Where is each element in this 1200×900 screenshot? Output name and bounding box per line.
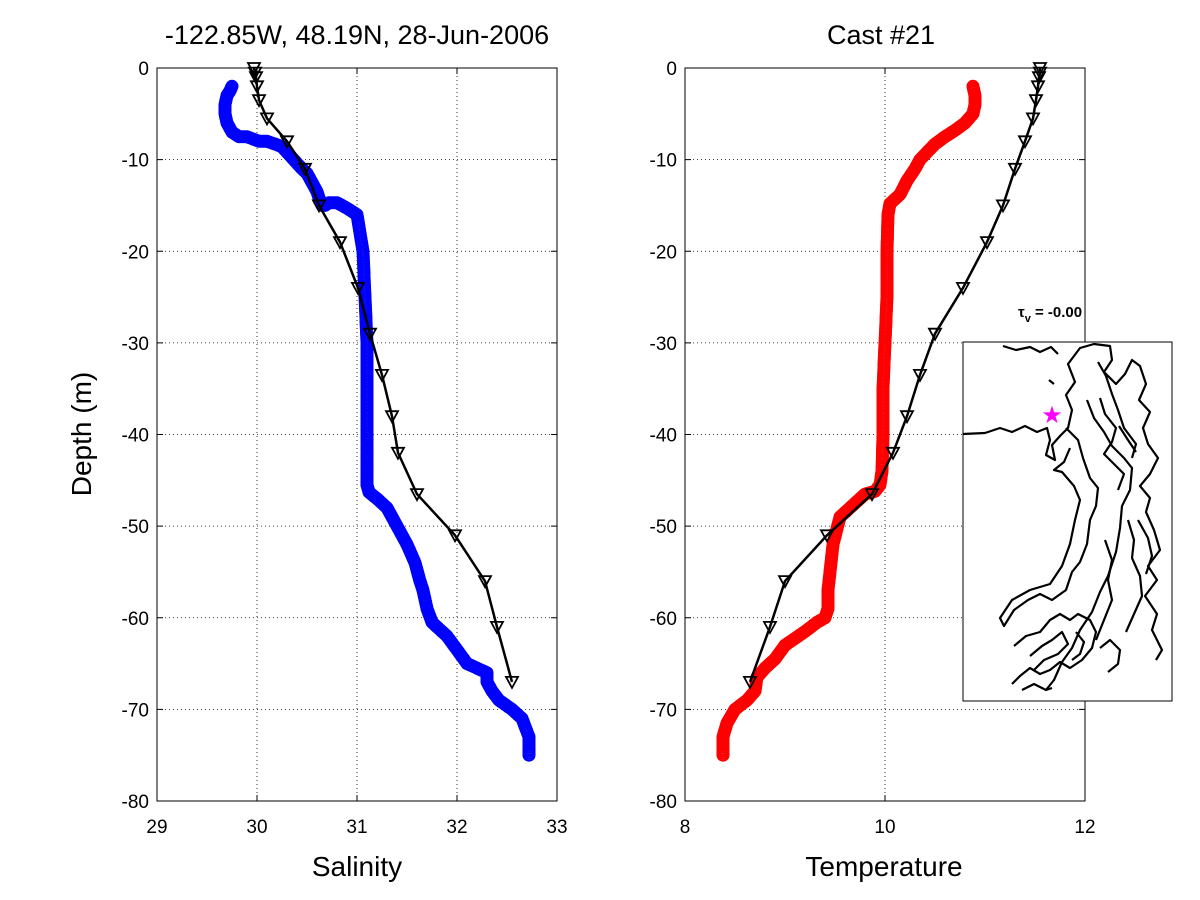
data-point-triangle (251, 94, 267, 108)
temperature-panel-title: Cast #21 (827, 20, 935, 50)
data-point-triangle (384, 410, 400, 425)
data-point-triangle (1030, 80, 1046, 95)
y-tick-label: -30 (650, 334, 677, 355)
salinity-series (218, 62, 536, 762)
y-tick-label: -70 (650, 700, 677, 721)
x-tick-label: 10 (874, 817, 895, 838)
data-point-triangle (248, 71, 264, 86)
data-point-triangle (447, 529, 463, 544)
data-point-triangle (259, 112, 275, 127)
inset-tau-label: τv = -0.00 (1018, 304, 1082, 325)
x-tick-label: 32 (446, 817, 467, 838)
data-point-triangle (477, 575, 493, 589)
temperature-series (716, 62, 1048, 762)
data-point-triangle (1007, 162, 1023, 177)
x-tick-label: 31 (346, 817, 367, 838)
salinity-panel-title: -122.85W, 48.19N, 28-Jun-2006 (165, 20, 549, 50)
data-point-triangle (362, 327, 378, 342)
y-tick-label: 0 (138, 59, 149, 80)
data-point-triangle (927, 327, 943, 342)
data-point-triangle (297, 162, 313, 177)
series-line (748, 68, 1042, 683)
x-tick-label: 30 (246, 817, 267, 838)
x-tick-label: 8 (680, 817, 691, 838)
series-line (252, 67, 514, 683)
data-point-triangle (374, 368, 390, 383)
data-point-triangle (249, 80, 265, 95)
data-point-triangle (762, 621, 778, 635)
salinity-axes-frame (156, 67, 558, 802)
data-point-triangle (777, 575, 793, 589)
data-point-circle (522, 748, 536, 762)
data-point-triangle (819, 529, 835, 544)
y-tick-label: -10 (122, 151, 149, 172)
y-tick-label: -50 (122, 517, 149, 538)
salinity-xlabel: Salinity (312, 851, 402, 882)
depth-ylabel: Depth (m) (66, 372, 97, 496)
y-tick-label: -60 (650, 609, 677, 630)
data-point-triangle (912, 368, 928, 383)
y-tick-label: -40 (122, 426, 149, 447)
data-point-triangle (1028, 94, 1044, 108)
data-point-triangle (1031, 71, 1047, 86)
data-point-circle (716, 748, 730, 762)
temperature-xlabel: Temperature (805, 851, 962, 882)
y-tick-label: -80 (650, 792, 677, 813)
data-point-triangle (489, 621, 505, 635)
data-point-triangle (899, 410, 915, 425)
data-point-triangle (979, 236, 995, 250)
data-point-triangle (742, 676, 758, 690)
coastline (962, 342, 1164, 692)
y-tick-label: -80 (122, 792, 149, 813)
y-tick-label: -10 (650, 151, 677, 172)
y-tick-label: -20 (650, 242, 677, 263)
data-point-triangle (332, 236, 348, 250)
salinity-panel: -122.85W, 48.19N, 28-Jun-2006 29 30 31 32 33… (66, 20, 568, 882)
y-tick-label: -60 (122, 609, 149, 630)
y-tick-label: -50 (650, 517, 677, 538)
x-tick-label: 12 (1074, 817, 1095, 838)
y-tick-label: 0 (666, 59, 677, 80)
data-point-triangle (1017, 135, 1033, 150)
salinity-ticks: 29 30 31 32 33 0 -10 -20 -30 -40 -50 -60 -70 -80 (122, 59, 568, 838)
x-tick-label: 33 (546, 817, 567, 838)
station-star-icon: ★ (1041, 402, 1063, 429)
data-point-triangle (1025, 112, 1041, 127)
x-tick-label: 29 (146, 817, 167, 838)
y-tick-label: -20 (122, 242, 149, 263)
data-point-triangle (279, 135, 295, 150)
data-point-triangle (864, 488, 880, 502)
y-tick-label: -40 (650, 426, 677, 447)
data-point-triangle (995, 199, 1011, 214)
data-point-triangle (885, 446, 901, 461)
data-point-triangle (390, 446, 406, 461)
data-point-triangle (504, 676, 520, 690)
y-tick-label: -70 (122, 700, 149, 721)
y-tick-label: -30 (122, 334, 149, 355)
data-point-triangle (409, 488, 425, 502)
inset-map: τv = -0.00 ★ (962, 304, 1173, 702)
temperature-ticks: 8 10 12 0 -10 -20 -30 -40 -50 -60 -70 -80 (650, 59, 1096, 838)
data-point-triangle (350, 281, 366, 296)
data-point-triangle (311, 199, 327, 214)
data-point-triangle (955, 281, 971, 296)
